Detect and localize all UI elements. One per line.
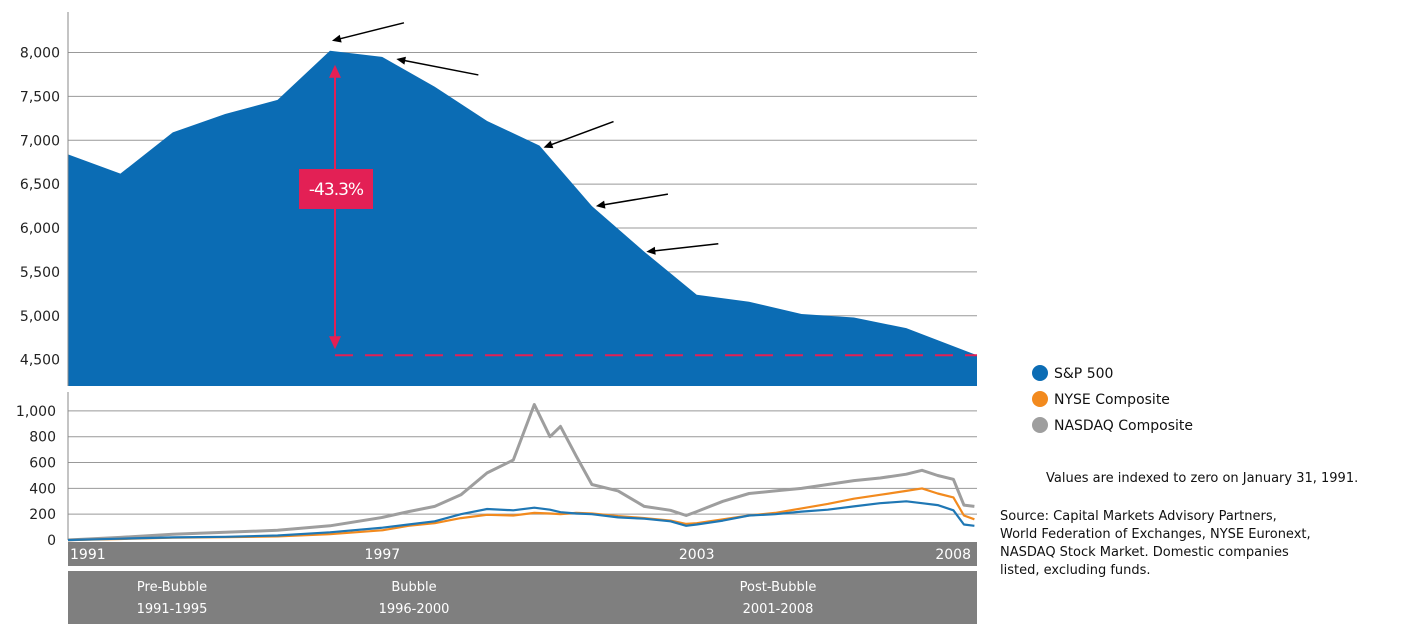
- callout-arrowhead: [595, 200, 606, 209]
- bottom-y-tick-label: 1,000: [16, 404, 56, 420]
- x-tick-label: 1991: [70, 547, 106, 563]
- callout-arrow: [543, 120, 614, 149]
- bottom-chart-panel: 0 200 400 600 800 1,000: [16, 392, 977, 549]
- callout-arrow: [595, 193, 669, 209]
- index-note: Values are indexed to zero on January 31…: [1046, 471, 1358, 486]
- top-y-tick-label: 6,500: [20, 177, 60, 193]
- legend-item: NYSE Composite: [1032, 391, 1170, 408]
- callout-arrowhead: [396, 56, 406, 65]
- top-chart-panel: 4,500 5,000 5,500 6,000 6,500 7,000 7,500 8,000…: [20, 12, 977, 387]
- x-tick-label: 1997: [365, 547, 401, 563]
- drop-arrowhead-up: [329, 64, 341, 78]
- series-line-nyse-composite: [67, 487, 975, 542]
- callout-arrowhead: [331, 34, 342, 43]
- x-tick-label: 2003: [679, 547, 715, 563]
- bottom-y-tick-label: 400: [29, 481, 56, 497]
- legend-label: NYSE Composite: [1054, 392, 1170, 408]
- top-y-tick-label: 8,000: [20, 46, 60, 62]
- callout-arrow-shaft: [549, 120, 614, 147]
- period-range: 1996-2000: [379, 602, 450, 617]
- top-y-tick-label: 5,000: [20, 309, 60, 325]
- bottom-y-tick-label: 600: [29, 456, 56, 472]
- legend-label: S&P 500: [1054, 366, 1113, 382]
- legend: S&P 500 NYSE Composite NASDAQ Composite: [1032, 365, 1193, 434]
- source-line: NASDAQ Stock Market. Domestic companies: [1000, 545, 1289, 560]
- callout-arrow: [331, 22, 405, 43]
- legend-swatch: [1032, 391, 1048, 407]
- source-line: Source: Capital Markets Advisory Partner…: [1000, 509, 1277, 524]
- legend-item: NASDAQ Composite: [1032, 417, 1193, 434]
- legend-swatch: [1032, 417, 1048, 433]
- callout-arrowhead: [543, 140, 554, 149]
- top-y-tick-label: 7,500: [20, 89, 60, 105]
- series-line-s-p-500: [67, 500, 975, 542]
- x-axis-band: [68, 542, 977, 566]
- area-series: [68, 50, 977, 387]
- top-y-tick-label: 4,500: [20, 353, 60, 369]
- callout-arrow: [646, 242, 719, 255]
- callout-arrow-shaft: [402, 59, 479, 76]
- legend-label: NASDAQ Composite: [1054, 418, 1193, 434]
- top-y-tick-label: 5,500: [20, 265, 60, 281]
- callout-arrow-shaft: [652, 242, 719, 252]
- bottom-y-tick-label: 800: [29, 430, 56, 446]
- period-name: Pre-Bubble: [137, 580, 207, 595]
- series-line-nasdaq-composite: [67, 403, 975, 542]
- legend-swatch: [1032, 365, 1048, 381]
- drop-label: -43.3%: [309, 180, 364, 200]
- callout-arrow-shaft: [601, 193, 669, 206]
- bottom-y-tick-label: 0: [47, 533, 56, 549]
- top-y-tick-label: 7,000: [20, 133, 60, 149]
- callout-arrow: [396, 56, 479, 76]
- drop-label-box: [299, 169, 373, 209]
- callout-arrowhead: [646, 246, 656, 255]
- bottom-y-tick-label: 200: [29, 507, 56, 523]
- legend-item: S&P 500: [1032, 365, 1113, 382]
- source-line: listed, excluding funds.: [1000, 563, 1151, 578]
- callout-arrow-shaft: [337, 22, 405, 41]
- period-range: 2001-2008: [743, 602, 814, 617]
- source-line: World Federation of Exchanges, NYSE Euro…: [1000, 527, 1311, 542]
- period-name: Bubble: [391, 580, 436, 595]
- drop-annotation: -43.3%: [299, 64, 977, 357]
- source-note: Source: Capital Markets Advisory Partner…: [1000, 509, 1311, 578]
- period-range: 1991-1995: [137, 602, 208, 617]
- drop-arrowhead-down: [329, 336, 341, 350]
- x-tick-label: 2008: [935, 547, 971, 563]
- period-band: [68, 571, 977, 624]
- period-name: Post-Bubble: [740, 580, 817, 595]
- top-y-tick-label: 6,000: [20, 221, 60, 237]
